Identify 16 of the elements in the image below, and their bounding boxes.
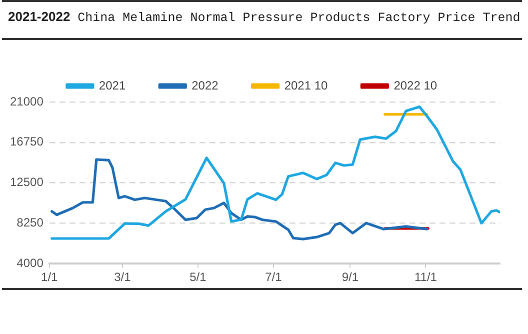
y-tick-label: 12500 [10,175,44,190]
legend-label: 2022 10 [394,78,438,92]
y-tick-label: 4000 [16,256,44,270]
x-tick-label: 5/1 [190,270,207,284]
x-tick-label: 1/1 [41,270,58,284]
legend-label: 2021 10 [284,78,328,92]
x-tick-label: 11/1 [414,270,438,284]
y-tick-label: 16750 [10,134,44,149]
y-tick-label: 21000 [10,94,44,108]
legend-label: 2021 [98,78,126,92]
legend-label: 2022 [192,78,219,92]
x-tick-label: 7/1 [265,270,282,284]
x-tick-label: 9/1 [342,270,359,284]
y-tick-label: 8250 [16,216,44,230]
x-tick-label: 3/1 [114,270,132,284]
chart-title: 2021-2022 China Melamine Normal Pressure Products Factory Price Trend [8,9,520,25]
